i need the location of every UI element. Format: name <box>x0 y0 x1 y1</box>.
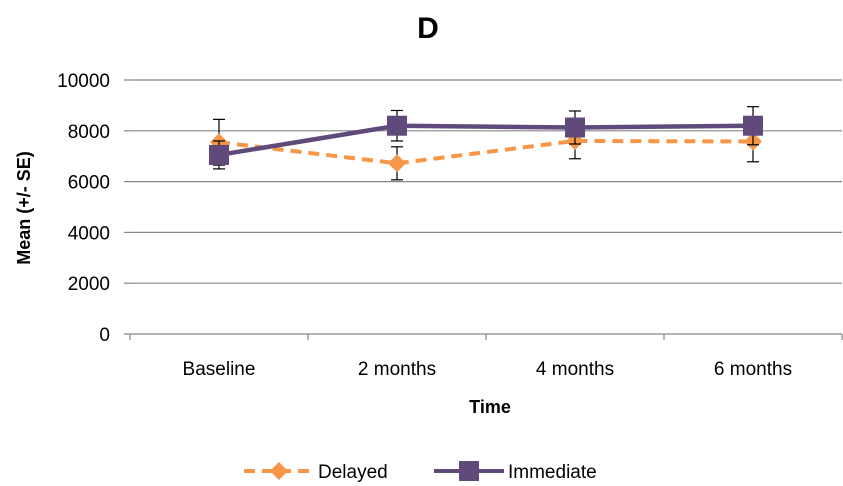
grid-lines <box>130 79 842 284</box>
y-tick-label: 0 <box>99 325 110 346</box>
y-tick-label: 4000 <box>68 223 110 244</box>
axes <box>124 79 843 340</box>
data-point <box>565 117 585 138</box>
data-point <box>209 144 229 165</box>
y-axis-title: Mean (+/- SE) <box>14 151 34 265</box>
x-tick-label: 4 months <box>536 359 614 380</box>
x-tick-label: 2 months <box>358 359 436 380</box>
legend-swatch-marker <box>270 462 288 480</box>
y-tick-labels: 0 2000 4000 6000 8000 10000 <box>57 71 110 346</box>
data-point <box>388 154 406 173</box>
series-immediate <box>209 106 763 170</box>
legend-label: Immediate <box>508 462 597 483</box>
legend-item-delayed: Delayed <box>244 462 388 483</box>
y-tick-label: 2000 <box>68 274 110 295</box>
series <box>209 106 763 181</box>
y-tick-label: 8000 <box>68 122 110 143</box>
x-tick-labels: Baseline 2 months 4 months 6 months <box>183 359 793 380</box>
x-tick-label: Baseline <box>183 359 256 380</box>
data-point <box>387 115 407 136</box>
y-tick-label: 6000 <box>68 173 110 194</box>
data-point <box>743 115 763 136</box>
legend: Delayed Immediate <box>244 461 597 483</box>
chart-title: D <box>417 12 439 45</box>
legend-swatch-marker <box>459 461 479 481</box>
x-tick-label: 6 months <box>714 359 792 380</box>
series-line <box>218 138 754 166</box>
legend-label: Delayed <box>318 462 388 483</box>
series-line <box>218 123 754 158</box>
y-tick-label: 10000 <box>57 71 110 92</box>
legend-item-immediate: Immediate <box>434 461 597 483</box>
x-axis-title: Time <box>469 397 511 417</box>
